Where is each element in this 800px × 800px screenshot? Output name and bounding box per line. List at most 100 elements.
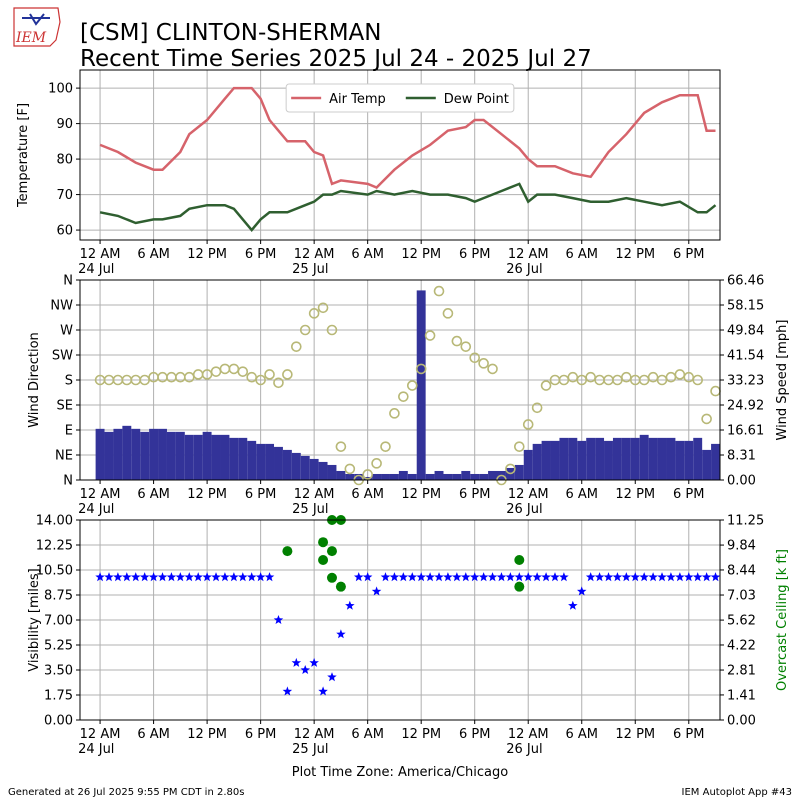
point bbox=[675, 572, 685, 582]
bar bbox=[479, 473, 489, 480]
x-tick-label: 6 PM bbox=[673, 247, 704, 262]
title: [CSM] CLINTON-SHERMAN bbox=[80, 20, 381, 46]
point bbox=[193, 572, 203, 582]
point bbox=[264, 369, 275, 380]
point bbox=[442, 308, 454, 319]
point bbox=[327, 672, 337, 682]
point bbox=[585, 572, 596, 582]
y2-tick-label: 4.22 bbox=[727, 638, 756, 653]
y2-tick-label: 41.54 bbox=[727, 348, 764, 363]
plot-frame bbox=[79, 69, 721, 241]
bar bbox=[309, 458, 319, 480]
point bbox=[318, 686, 328, 696]
bar bbox=[559, 437, 569, 480]
point bbox=[514, 572, 525, 582]
bar bbox=[586, 437, 596, 480]
bar bbox=[398, 470, 408, 480]
point bbox=[202, 572, 212, 582]
x-tick-label: 12 AM 26 Jul bbox=[506, 247, 548, 277]
y2-tick-label: 0.00 bbox=[727, 474, 756, 489]
point bbox=[461, 572, 471, 582]
point bbox=[398, 391, 409, 402]
point bbox=[318, 537, 329, 548]
point bbox=[139, 572, 150, 582]
bar bbox=[648, 437, 658, 480]
x-tick-label: 12 AM 25 Jul bbox=[292, 247, 334, 277]
bar bbox=[470, 473, 480, 480]
bar bbox=[389, 473, 399, 480]
point bbox=[531, 402, 543, 414]
bar bbox=[621, 437, 631, 480]
point bbox=[577, 586, 587, 596]
point bbox=[522, 419, 534, 430]
point bbox=[451, 335, 463, 347]
point bbox=[362, 572, 373, 582]
point bbox=[657, 572, 667, 582]
y2-tick-label: 24.92 bbox=[727, 399, 764, 414]
legend-label: Air Temp bbox=[329, 92, 386, 107]
bar bbox=[113, 428, 123, 480]
bar bbox=[604, 440, 613, 480]
x-tick-label: 6 PM bbox=[459, 727, 490, 742]
point bbox=[416, 572, 426, 582]
x-tick-label: 12 PM bbox=[401, 247, 441, 262]
point bbox=[166, 572, 177, 582]
y-tick-label: 80 bbox=[56, 153, 73, 168]
point bbox=[300, 665, 310, 674]
bar bbox=[639, 434, 649, 480]
x-tick-label: 6 PM bbox=[245, 247, 276, 262]
point bbox=[389, 572, 400, 582]
bar bbox=[318, 461, 328, 480]
bar bbox=[577, 440, 587, 480]
x-tick-label: 6 AM bbox=[565, 247, 598, 262]
x-tick-label: 6 AM bbox=[137, 727, 170, 742]
panel: 12 AM 24 Jul 6 AM 12 PM 6 PM 12 AM 25 Jul 6 AM 1… bbox=[27, 274, 790, 518]
bar bbox=[104, 431, 114, 480]
y-tick-label: N bbox=[63, 274, 73, 289]
point bbox=[219, 363, 231, 375]
bar bbox=[211, 434, 221, 480]
point bbox=[229, 572, 239, 582]
x-tick-label: 6 PM bbox=[245, 727, 276, 742]
bar bbox=[425, 473, 435, 480]
point bbox=[710, 385, 721, 397]
x-tick-label: 12 PM bbox=[187, 247, 227, 262]
y-tick-label: 12.25 bbox=[36, 539, 73, 554]
bar bbox=[675, 440, 685, 480]
point bbox=[247, 572, 257, 582]
point bbox=[603, 572, 614, 582]
point bbox=[710, 572, 721, 582]
point bbox=[380, 572, 391, 582]
plot-frame bbox=[79, 519, 721, 721]
y-tick-label: 8.75 bbox=[44, 589, 73, 604]
y2-tick-label: 8.44 bbox=[727, 563, 756, 578]
y2-tick-label: 66.46 bbox=[727, 274, 764, 289]
x-tick-label: 12 PM bbox=[615, 247, 655, 262]
bar bbox=[666, 437, 676, 480]
point bbox=[559, 572, 569, 582]
point bbox=[407, 572, 417, 582]
point bbox=[406, 380, 418, 391]
point bbox=[496, 572, 507, 582]
y2-tick-label: 1.41 bbox=[727, 688, 756, 703]
logo-outline bbox=[13, 7, 61, 47]
point bbox=[540, 380, 552, 391]
bar bbox=[702, 449, 712, 480]
bar bbox=[282, 449, 292, 480]
point bbox=[487, 572, 498, 582]
y2-axis-label: Wind Speed [mph] bbox=[775, 320, 790, 441]
x-tick-label: 12 PM bbox=[187, 727, 227, 742]
y-tick-label: 70 bbox=[56, 188, 73, 203]
panel: 12 AM 24 Jul 6 AM 12 PM 6 PM 12 AM 25 Jul 6 AM 1… bbox=[16, 69, 721, 277]
point bbox=[282, 369, 293, 380]
bar bbox=[265, 443, 275, 480]
bar bbox=[443, 473, 453, 480]
x-tick-label: 12 AM 24 Jul bbox=[78, 487, 120, 517]
y-tick-label: 5.25 bbox=[44, 639, 73, 654]
point bbox=[433, 285, 445, 297]
bar bbox=[95, 428, 105, 480]
point bbox=[131, 572, 141, 582]
bar bbox=[291, 452, 301, 480]
bar bbox=[354, 473, 364, 480]
point bbox=[550, 572, 560, 582]
